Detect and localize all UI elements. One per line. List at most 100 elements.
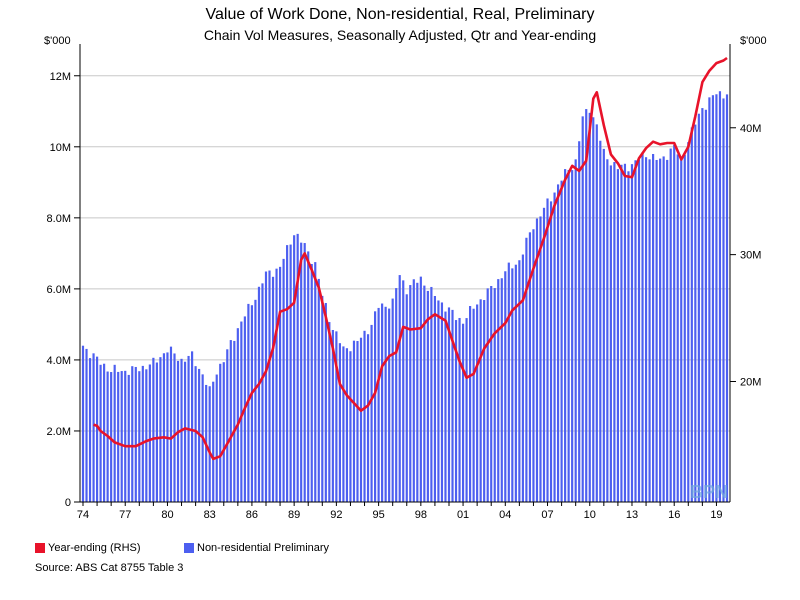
bar [286, 245, 289, 503]
left-tick-label: 2.0M [47, 426, 71, 438]
bar [117, 371, 120, 502]
bar [268, 270, 271, 502]
bar [662, 156, 665, 502]
bar [602, 148, 605, 502]
bar [627, 171, 630, 503]
bar [620, 164, 623, 502]
bar [479, 299, 482, 502]
bar [317, 278, 320, 502]
bar [356, 341, 359, 502]
bar [95, 356, 99, 502]
bar [314, 262, 317, 502]
bar [405, 294, 408, 502]
bar [282, 258, 285, 502]
bar [683, 154, 686, 503]
bar [134, 366, 137, 502]
bar [701, 108, 704, 502]
bar [110, 372, 113, 502]
bar [374, 311, 377, 502]
bar [676, 154, 679, 502]
bar-series [81, 91, 729, 503]
bar [275, 268, 278, 502]
right-axis-unit: $'000 [740, 35, 767, 47]
x-tick-label: 74 [77, 509, 89, 521]
bar [641, 152, 644, 502]
bar [500, 278, 503, 502]
bar [595, 124, 598, 503]
bar [338, 343, 341, 502]
source-note: Source: ABS Cat 8755 Table 3 [35, 562, 184, 574]
bar [542, 207, 546, 502]
bar [412, 279, 415, 502]
left-tick-label: 4.0M [47, 355, 71, 367]
bar [377, 307, 380, 502]
bar [391, 298, 394, 502]
bar [384, 306, 387, 502]
bar [673, 144, 676, 502]
bar [215, 374, 218, 502]
line-series [93, 56, 728, 461]
bar [652, 153, 655, 503]
bar [236, 328, 239, 502]
x-tick-label: 83 [204, 509, 216, 521]
bar [324, 302, 327, 502]
bar [518, 260, 521, 502]
bar [296, 233, 299, 502]
bar [222, 362, 225, 502]
bar [173, 353, 176, 502]
bar [659, 158, 662, 502]
legend-swatch-red [35, 543, 45, 553]
bar [159, 357, 162, 502]
watermark-logo: BPN [690, 482, 728, 502]
bar [370, 324, 373, 502]
bar [321, 295, 324, 502]
bar [240, 321, 243, 502]
x-tick-label: 86 [246, 509, 258, 521]
bar [398, 275, 401, 502]
bar [560, 180, 563, 502]
bar [461, 323, 465, 502]
bar [349, 351, 352, 502]
bar [694, 124, 697, 502]
bar [486, 288, 489, 502]
bar [293, 235, 296, 503]
bar [254, 299, 257, 502]
bar [588, 112, 591, 502]
bar [359, 337, 363, 502]
bar [476, 304, 479, 502]
bar [271, 276, 275, 502]
bar [669, 148, 672, 503]
bar [191, 351, 194, 502]
left-tick-label: 6.0M [47, 284, 71, 296]
bar [366, 334, 370, 502]
bar [592, 117, 595, 503]
bar [423, 285, 426, 502]
bar [571, 170, 574, 502]
x-tick-label: 77 [119, 509, 131, 521]
bar [307, 251, 310, 502]
bar [539, 216, 542, 502]
right-tick-label: 20M [740, 376, 761, 388]
bar [708, 97, 711, 502]
bar [722, 98, 725, 502]
bar [690, 127, 693, 503]
legend-item-year-ending: Year-ending (RHS) [35, 542, 141, 554]
bar [556, 184, 560, 502]
bar [440, 302, 444, 502]
bar [166, 352, 169, 502]
x-tick-label: 13 [626, 509, 638, 521]
bar [416, 282, 419, 502]
bar [493, 288, 496, 502]
bar [648, 159, 651, 502]
x-tick-label: 07 [541, 509, 553, 521]
bar [169, 346, 173, 502]
bar [331, 329, 334, 502]
bar [454, 320, 458, 502]
bar [715, 94, 718, 503]
bar [257, 286, 261, 502]
bar [444, 311, 447, 502]
bar [465, 318, 468, 502]
chart-subtitle: Chain Vol Measures, Seasonally Adjusted,… [203, 27, 597, 43]
bar [567, 170, 570, 502]
bar [395, 288, 398, 502]
